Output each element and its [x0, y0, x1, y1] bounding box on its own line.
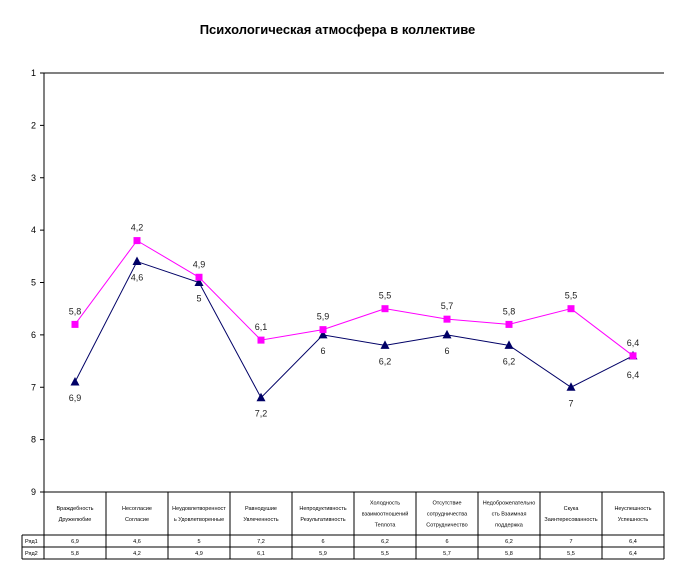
- y-tick-label: 8: [31, 435, 36, 445]
- category-label: Неуспешность: [614, 506, 651, 512]
- data-label: 6,9: [69, 393, 82, 403]
- data-label: 6,4: [627, 338, 640, 348]
- data-label: 5,9: [317, 312, 330, 322]
- data-point: [70, 377, 80, 386]
- data-point: [132, 256, 142, 266]
- data-point: [505, 320, 513, 328]
- table-cell: 5,7: [443, 551, 451, 557]
- category-label: Неудовлетворенност: [172, 506, 226, 512]
- data-label: 6,2: [379, 356, 392, 366]
- y-tick-label: 4: [31, 225, 36, 235]
- data-label: 5,8: [503, 306, 516, 316]
- data-label: 5: [196, 294, 201, 304]
- table-cell: 6: [445, 539, 448, 545]
- table-cell: 4,9: [195, 551, 203, 557]
- data-label: 6: [320, 346, 325, 356]
- table-cell: 6,2: [381, 539, 389, 545]
- table-cell: 4,2: [133, 551, 141, 557]
- data-label: 6: [444, 346, 449, 356]
- category-label: Согласие: [125, 517, 149, 523]
- data-label: 5,8: [69, 306, 82, 316]
- category-label: Отсутствие: [432, 501, 461, 507]
- data-label: 7: [568, 398, 573, 408]
- series-line-Ряд2: [74, 239, 634, 357]
- y-tick-label: 9: [31, 487, 36, 497]
- category-label: Сотрудничество: [426, 523, 467, 529]
- table-row-label: Ряд2: [25, 551, 38, 557]
- data-label: 4,2: [131, 223, 144, 233]
- data-label: 5,5: [565, 291, 578, 301]
- data-label: 6,1: [255, 322, 268, 332]
- y-tick-label: 6: [31, 330, 36, 340]
- table-cell: 5,9: [319, 551, 327, 557]
- table-cell: 7,2: [257, 539, 265, 545]
- category-label: ь Удовлетворенные: [174, 517, 224, 523]
- chart-title: Психологическая атмосфера в коллективе: [199, 22, 476, 37]
- table-cell: 5,5: [567, 551, 575, 557]
- data-point: [71, 320, 79, 328]
- y-tick-label: 5: [31, 278, 36, 288]
- category-label: Враждебность: [56, 506, 93, 512]
- category-label: Заинтересованность: [544, 517, 597, 523]
- data-point: [318, 329, 328, 339]
- data-point: [133, 237, 141, 245]
- category-label: Недоброжелательно: [483, 501, 536, 507]
- table-cell: 5,8: [505, 551, 513, 557]
- data-point: [195, 273, 203, 281]
- y-tick-label: 3: [31, 173, 36, 183]
- series-line-Ряд1: [74, 260, 634, 399]
- table-cell: 6,9: [71, 539, 79, 545]
- category-label: Дружелюбие: [59, 517, 92, 523]
- table-cell: 6: [321, 539, 324, 545]
- category-label: поддержка: [495, 523, 524, 529]
- table-cell: 6,2: [505, 539, 513, 545]
- y-tick-label: 2: [31, 120, 36, 130]
- table-cell: 6,4: [629, 551, 637, 557]
- data-point: [381, 305, 389, 313]
- table-cell: 5,8: [71, 551, 79, 557]
- category-label: Непродуктивность: [299, 506, 346, 512]
- data-label: 4,6: [131, 273, 144, 283]
- table-cell: 7: [569, 539, 572, 545]
- data-label: 5,7: [441, 301, 454, 311]
- data-label: 6,2: [503, 356, 516, 366]
- y-tick-label: 1: [31, 68, 36, 78]
- data-point: [567, 305, 575, 313]
- category-label: Увлеченность: [243, 517, 278, 523]
- category-label: сотрудничества: [427, 512, 468, 518]
- table-cell: 6,1: [257, 551, 265, 557]
- category-label: Холодность: [370, 501, 400, 507]
- data-label: 7,2: [255, 409, 268, 419]
- data-point: [380, 340, 390, 349]
- table-cell: 5: [197, 539, 200, 545]
- y-tick-label: 7: [31, 382, 36, 392]
- table-cell: 4,6: [133, 539, 141, 545]
- data-point: [442, 329, 452, 339]
- data-point: [194, 277, 204, 286]
- category-label: сть Взаимная: [492, 512, 527, 518]
- data-point: [257, 336, 265, 344]
- category-label: Равнодушие: [245, 506, 277, 512]
- data-point: [256, 392, 266, 402]
- data-point: [629, 352, 637, 360]
- table-row-label: Ряд1: [25, 539, 38, 545]
- data-label: 4,9: [193, 259, 206, 269]
- data-label: 6,4: [627, 370, 640, 380]
- data-point: [504, 340, 514, 349]
- data-label: 5,5: [379, 291, 392, 301]
- table-cell: 6,4: [629, 539, 637, 545]
- category-label: Успешность: [618, 517, 649, 523]
- category-label: Несогласие: [122, 506, 152, 512]
- data-point: [566, 382, 576, 391]
- category-label: взаимоотношений: [362, 511, 409, 518]
- category-label: Скука: [564, 506, 580, 512]
- category-label: Результативность: [300, 517, 345, 523]
- data-point: [319, 326, 327, 334]
- table-cell: 5,5: [381, 551, 389, 557]
- data-point: [443, 315, 451, 323]
- category-label: Теплота: [375, 523, 397, 529]
